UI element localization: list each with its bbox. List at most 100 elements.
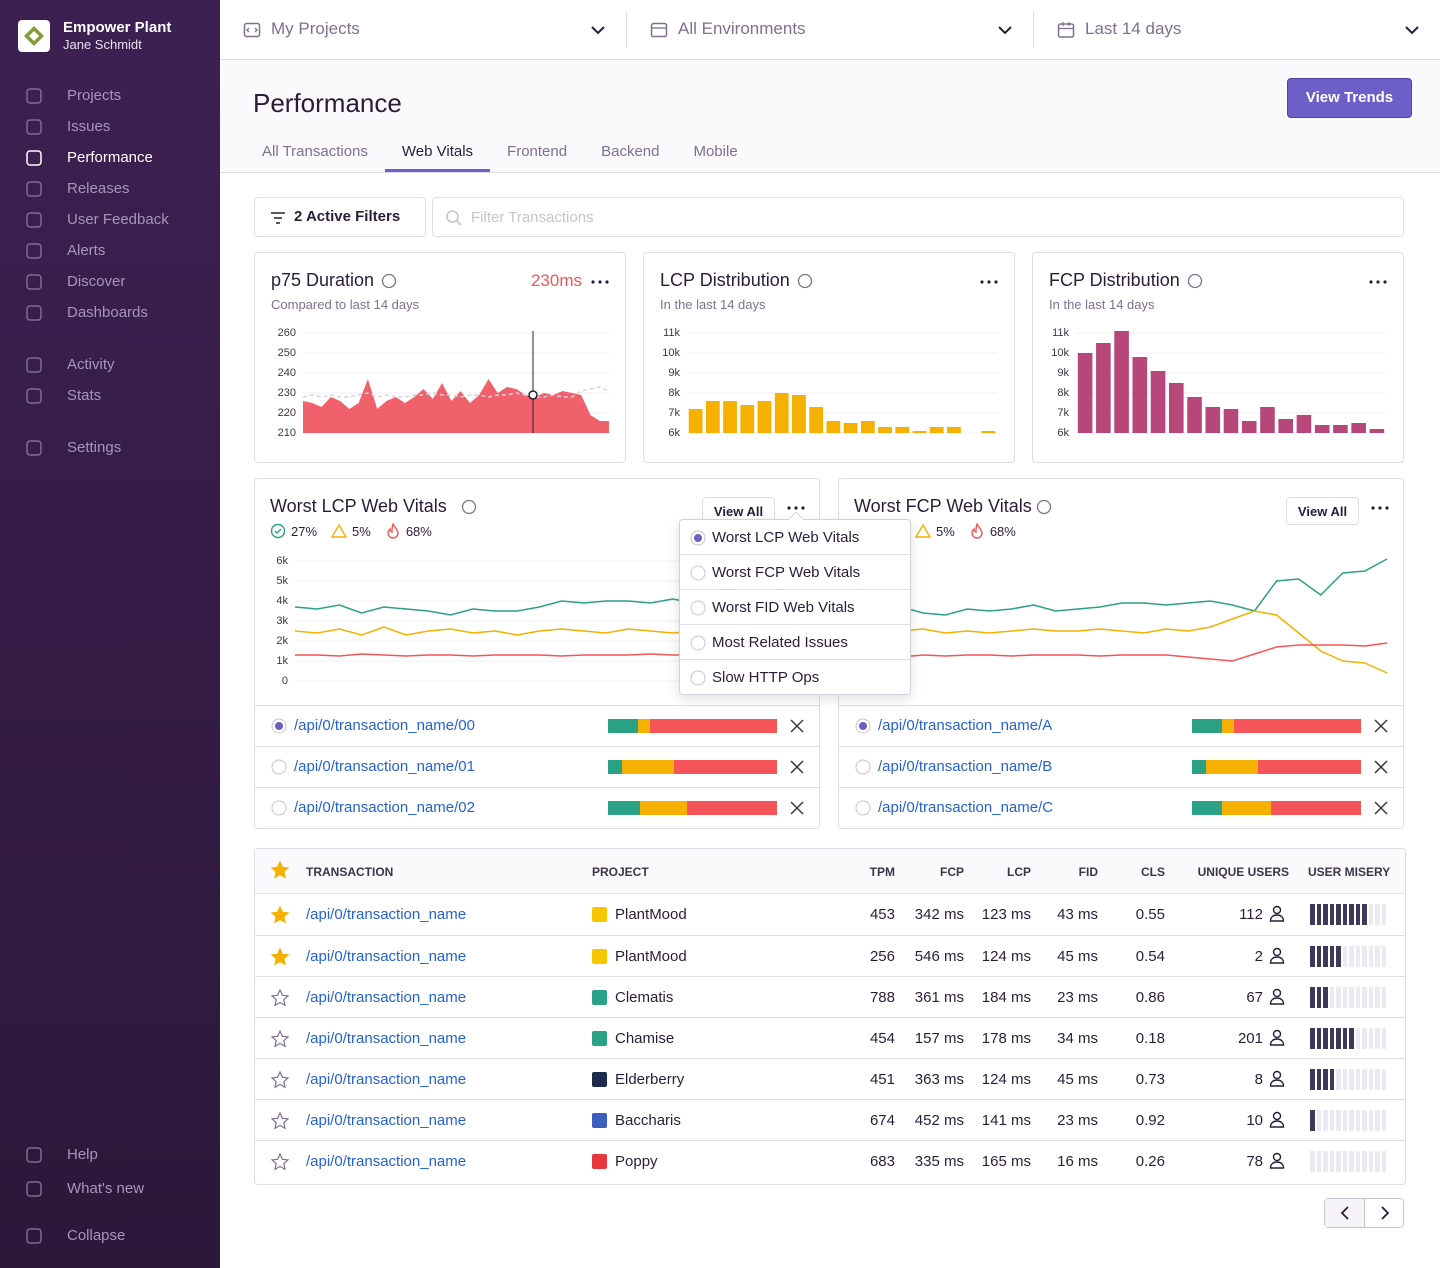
misery-slot xyxy=(1310,1028,1315,1049)
nav-item[interactable]: Dashboards xyxy=(24,302,209,324)
widget-title: Worst LCP Web Vitals xyxy=(270,496,447,517)
filters-button[interactable]: 2 Active Filters xyxy=(254,197,426,237)
tab[interactable]: All Transactions xyxy=(245,132,385,172)
misery-slot xyxy=(1362,987,1367,1008)
dropdown-option[interactable]: Slow HTTP Ops xyxy=(680,660,910,695)
star-toggle[interactable] xyxy=(271,1112,289,1130)
tab[interactable]: Backend xyxy=(584,132,676,172)
users-cell: 67 xyxy=(1246,989,1263,1006)
more-menu[interactable] xyxy=(979,279,999,285)
next-page[interactable] xyxy=(1365,1199,1404,1227)
star-toggle[interactable] xyxy=(271,906,289,924)
transaction-link[interactable]: /api/0/transaction_name/00 xyxy=(294,717,475,734)
dismiss-icon[interactable] xyxy=(1374,801,1388,815)
org-logo[interactable] xyxy=(18,20,50,52)
nav-item[interactable]: Settings xyxy=(24,437,209,459)
transaction-link[interactable]: /api/0/transaction_name/02 xyxy=(294,799,475,816)
vitals-row[interactable]: /api/0/transaction_name/01 xyxy=(255,746,819,787)
transaction-link[interactable]: /api/0/transaction_name xyxy=(306,1112,466,1129)
cls-cell: 0.54 xyxy=(1136,948,1165,965)
dismiss-icon[interactable] xyxy=(790,801,804,815)
y-tick-label: 240 xyxy=(278,367,296,379)
radio xyxy=(271,759,287,775)
dropdown-option[interactable]: Worst LCP Web Vitals xyxy=(680,520,910,555)
vitals-segment xyxy=(1222,801,1271,815)
vitals-row[interactable]: /api/0/transaction_name/A xyxy=(839,705,1403,746)
star-toggle[interactable] xyxy=(271,1153,289,1171)
more-menu[interactable] xyxy=(590,279,610,285)
more-menu[interactable] xyxy=(1368,279,1388,285)
more-menu[interactable] xyxy=(1370,505,1390,511)
vitals-row[interactable]: /api/0/transaction_name/02 xyxy=(255,787,819,828)
nav-item[interactable]: Stats xyxy=(24,385,209,407)
x xyxy=(791,761,803,773)
misery-slot xyxy=(1349,1151,1354,1172)
nav-label: Performance xyxy=(67,149,153,166)
nav-item[interactable]: Collapse xyxy=(24,1225,209,1247)
transaction-link[interactable]: /api/0/transaction_name xyxy=(306,1030,466,1047)
bar xyxy=(775,393,789,433)
vitals-row[interactable]: /api/0/transaction_name/C xyxy=(839,787,1403,828)
transaction-link[interactable]: /api/0/transaction_name/B xyxy=(878,758,1052,775)
star-toggle[interactable] xyxy=(271,989,289,1007)
environment-selector[interactable]: All Environments xyxy=(627,0,1034,60)
star-toggle[interactable] xyxy=(271,1030,289,1048)
period-selector[interactable]: Last 14 days xyxy=(1034,0,1440,60)
nav-item[interactable]: Releases xyxy=(24,178,209,200)
project-selector[interactable]: My Projects xyxy=(220,0,627,60)
bar xyxy=(1078,353,1093,433)
tab[interactable]: Frontend xyxy=(490,132,584,172)
nav-item[interactable]: Issues xyxy=(24,116,209,138)
column-header: CLS xyxy=(1141,865,1165,879)
dot xyxy=(1383,280,1386,283)
nav-icon xyxy=(24,438,44,458)
misery-slot xyxy=(1369,1151,1374,1172)
vitals-row[interactable]: /api/0/transaction_name/00 xyxy=(255,705,819,746)
nav-item[interactable]: Discover xyxy=(24,271,209,293)
tab[interactable]: Web Vitals xyxy=(385,132,490,172)
icon-shape xyxy=(27,306,41,320)
star-header[interactable] xyxy=(271,861,289,879)
dismiss-icon[interactable] xyxy=(1374,760,1388,774)
vitals-row[interactable]: /api/0/transaction_name/B xyxy=(839,746,1403,787)
vitals-segment xyxy=(640,801,687,815)
misery-slot xyxy=(1317,1028,1322,1049)
view-all-button[interactable]: View All xyxy=(1286,497,1359,525)
dismiss-icon[interactable] xyxy=(1374,719,1388,733)
transaction-link[interactable]: /api/0/transaction_name xyxy=(306,1071,466,1088)
prev-page[interactable] xyxy=(1325,1199,1365,1227)
nav-item[interactable]: Projects xyxy=(24,85,209,107)
selector-label: All Environments xyxy=(678,19,806,39)
dismiss-icon[interactable] xyxy=(790,760,804,774)
nav-item[interactable]: Help xyxy=(24,1144,209,1166)
transaction-link[interactable]: /api/0/transaction_name/01 xyxy=(294,758,475,775)
vitals-segment xyxy=(1234,719,1361,733)
dropdown-option[interactable]: Worst FCP Web Vitals xyxy=(680,555,910,590)
transaction-link[interactable]: /api/0/transaction_name xyxy=(306,948,466,965)
fid-cell: 16 ms xyxy=(1057,1153,1098,1170)
nav-item[interactable]: Activity xyxy=(24,354,209,376)
star-toggle[interactable] xyxy=(271,948,289,966)
star-toggle[interactable] xyxy=(271,1071,289,1089)
dropdown-option[interactable]: Worst FID Web Vitals xyxy=(680,590,910,625)
view-trends-button[interactable]: View Trends xyxy=(1287,78,1412,118)
search-input[interactable]: Filter Transactions xyxy=(432,197,1404,237)
project-icon xyxy=(592,907,607,922)
dot xyxy=(1385,506,1388,509)
dropdown-option[interactable]: Most Related Issues xyxy=(680,625,910,660)
nav-item[interactable]: User Feedback xyxy=(24,209,209,231)
transaction-link[interactable]: /api/0/transaction_name/A xyxy=(878,717,1052,734)
radio-ring xyxy=(691,636,705,650)
nav-item[interactable]: Performance xyxy=(24,147,209,169)
nav-item[interactable]: What's new xyxy=(24,1178,209,1200)
radio-ring xyxy=(691,601,705,615)
transaction-link[interactable]: /api/0/transaction_name xyxy=(306,989,466,1006)
transaction-link[interactable]: /api/0/transaction_name xyxy=(306,906,466,923)
tpm-cell: 451 xyxy=(870,1071,895,1088)
nav-item[interactable]: Alerts xyxy=(24,240,209,262)
column-header: FID xyxy=(1079,865,1098,879)
dismiss-icon[interactable] xyxy=(790,719,804,733)
transaction-link[interactable]: /api/0/transaction_name/C xyxy=(878,799,1053,816)
tab[interactable]: Mobile xyxy=(676,132,754,172)
transaction-link[interactable]: /api/0/transaction_name xyxy=(306,1153,466,1170)
